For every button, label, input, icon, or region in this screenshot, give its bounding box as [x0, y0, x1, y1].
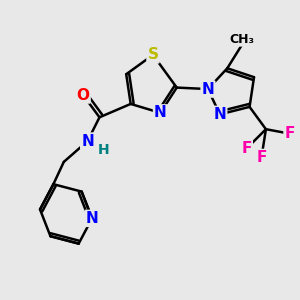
Text: N: N — [86, 211, 98, 226]
Text: N: N — [202, 82, 214, 97]
Text: S: S — [148, 47, 158, 62]
Text: O: O — [76, 88, 90, 103]
Text: N: N — [154, 105, 167, 120]
Text: F: F — [256, 150, 267, 165]
Text: N: N — [214, 107, 226, 122]
Text: H: H — [98, 143, 110, 157]
Text: F: F — [242, 141, 252, 156]
Text: N: N — [81, 134, 94, 148]
Text: CH₃: CH₃ — [230, 33, 255, 46]
Text: F: F — [284, 126, 295, 141]
